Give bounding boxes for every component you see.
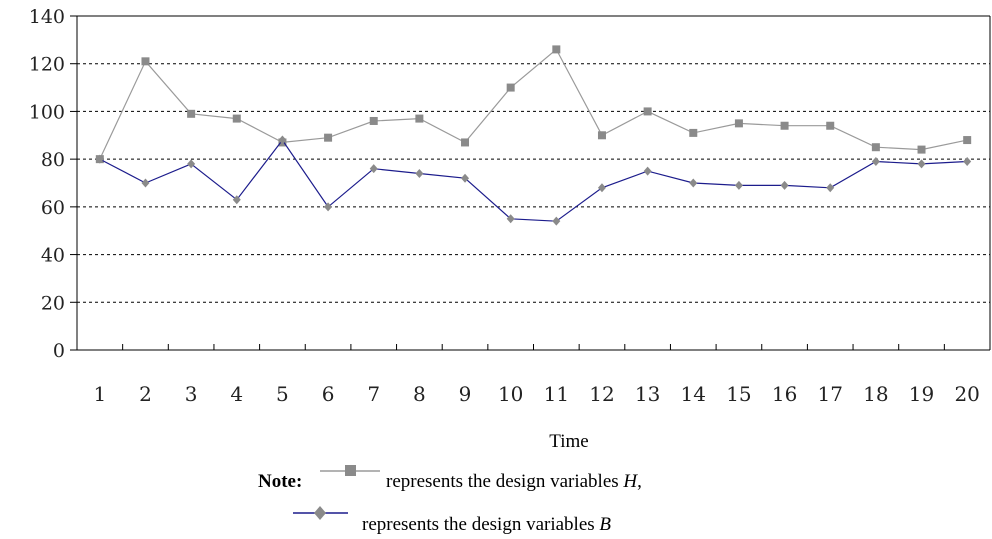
- data-point-h: [826, 121, 835, 130]
- data-point-h: [324, 133, 333, 142]
- x-tick-label: 7: [367, 382, 380, 406]
- legend-b-text: represents the design variables B: [362, 514, 611, 535]
- x-axis-label: Time: [549, 431, 588, 452]
- x-tick-label: 15: [726, 382, 751, 406]
- data-point-h: [643, 107, 652, 116]
- legend-note-label: Note:: [258, 471, 302, 492]
- y-tick-label: 100: [29, 101, 65, 123]
- series-h: [95, 45, 972, 164]
- data-point-b: [141, 178, 150, 188]
- y-tick-label: 20: [41, 292, 65, 314]
- x-tick-labels: 1 2 3 4 5 6 7 8 9 10 11 12 13 14 15 16 17 18 19 20: [93, 382, 979, 406]
- legend-h-text: represents the design variables H,: [386, 471, 642, 492]
- x-tick-label: 2: [139, 382, 152, 406]
- legend-b-swatch: [293, 506, 348, 520]
- x-tick-label: 1: [93, 382, 106, 406]
- data-point-b: [917, 159, 926, 169]
- data-point-b: [324, 202, 333, 212]
- x-tick-label: 16: [772, 382, 797, 406]
- x-tick-label: 6: [322, 382, 335, 406]
- y-tick-label: 80: [41, 149, 65, 171]
- series-line-h: [99, 48, 968, 160]
- axes: [70, 15, 991, 351]
- data-point-b: [232, 195, 241, 205]
- data-point-h: [552, 45, 561, 54]
- data-point-b: [597, 183, 606, 193]
- series: [95, 45, 972, 226]
- x-tick-label: 3: [185, 382, 198, 406]
- data-point-b: [963, 157, 972, 167]
- data-point-b: [643, 166, 652, 176]
- data-point-h: [734, 119, 743, 128]
- data-point-b: [734, 180, 743, 190]
- data-point-b: [461, 173, 470, 183]
- data-point-h: [506, 83, 515, 92]
- x-tick-label: 12: [589, 382, 614, 406]
- x-tick-label: 17: [817, 382, 842, 406]
- data-point-h: [963, 136, 972, 145]
- legend: Note: represents the design variables H,…: [258, 465, 642, 535]
- data-point-b: [187, 159, 196, 169]
- data-point-h: [187, 109, 196, 118]
- x-tick-label: 4: [230, 382, 243, 406]
- data-point-b: [552, 216, 561, 226]
- data-point-b: [826, 183, 835, 193]
- legend-h-var: H: [622, 471, 638, 492]
- data-point-h: [232, 114, 241, 123]
- y-tick-label: 40: [41, 245, 65, 267]
- legend-b-var: B: [599, 514, 611, 535]
- data-point-h: [369, 116, 378, 125]
- data-point-b: [369, 164, 378, 174]
- x-tick-label: 9: [459, 382, 472, 406]
- x-tick-label: 13: [635, 382, 660, 406]
- series-b: [95, 135, 972, 226]
- legend-h-suffix: ,: [637, 471, 642, 492]
- data-point-h: [415, 114, 424, 123]
- data-point-b: [689, 178, 698, 188]
- data-point-b: [415, 168, 424, 178]
- x-tick-label: 19: [909, 382, 934, 406]
- data-point-b: [95, 154, 104, 164]
- data-point-h: [461, 138, 470, 147]
- x-tick-label: 10: [498, 382, 523, 406]
- legend-h-prefix: represents the design variables: [386, 471, 623, 492]
- y-tick-label: 140: [29, 6, 65, 28]
- y-tick-label: 120: [29, 54, 65, 76]
- data-point-h: [141, 57, 150, 66]
- data-point-b: [871, 157, 880, 167]
- x-tick-label: 20: [954, 382, 979, 406]
- data-point-h: [689, 128, 698, 137]
- data-point-h: [871, 143, 880, 152]
- y-tick-labels: 0 20 40 60 80 100 120 140: [29, 6, 65, 362]
- data-point-b: [506, 214, 515, 224]
- data-point-h: [917, 145, 926, 154]
- data-point-b: [278, 135, 287, 145]
- x-tick-label: 18: [863, 382, 888, 406]
- x-tick-label: 14: [681, 382, 706, 406]
- x-tick-label: 11: [544, 382, 569, 406]
- data-point-b: [780, 180, 789, 190]
- data-point-h: [597, 131, 606, 140]
- x-tick-label: 5: [276, 382, 289, 406]
- x-tick-label: 8: [413, 382, 426, 406]
- legend-b-prefix: represents the design variables: [362, 514, 599, 535]
- legend-h-swatch: [320, 465, 380, 476]
- y-tick-label: 0: [53, 340, 65, 362]
- data-point-h: [780, 121, 789, 130]
- series-line-b: [99, 139, 968, 222]
- grid-lines: [77, 63, 990, 303]
- y-tick-label: 60: [41, 197, 65, 219]
